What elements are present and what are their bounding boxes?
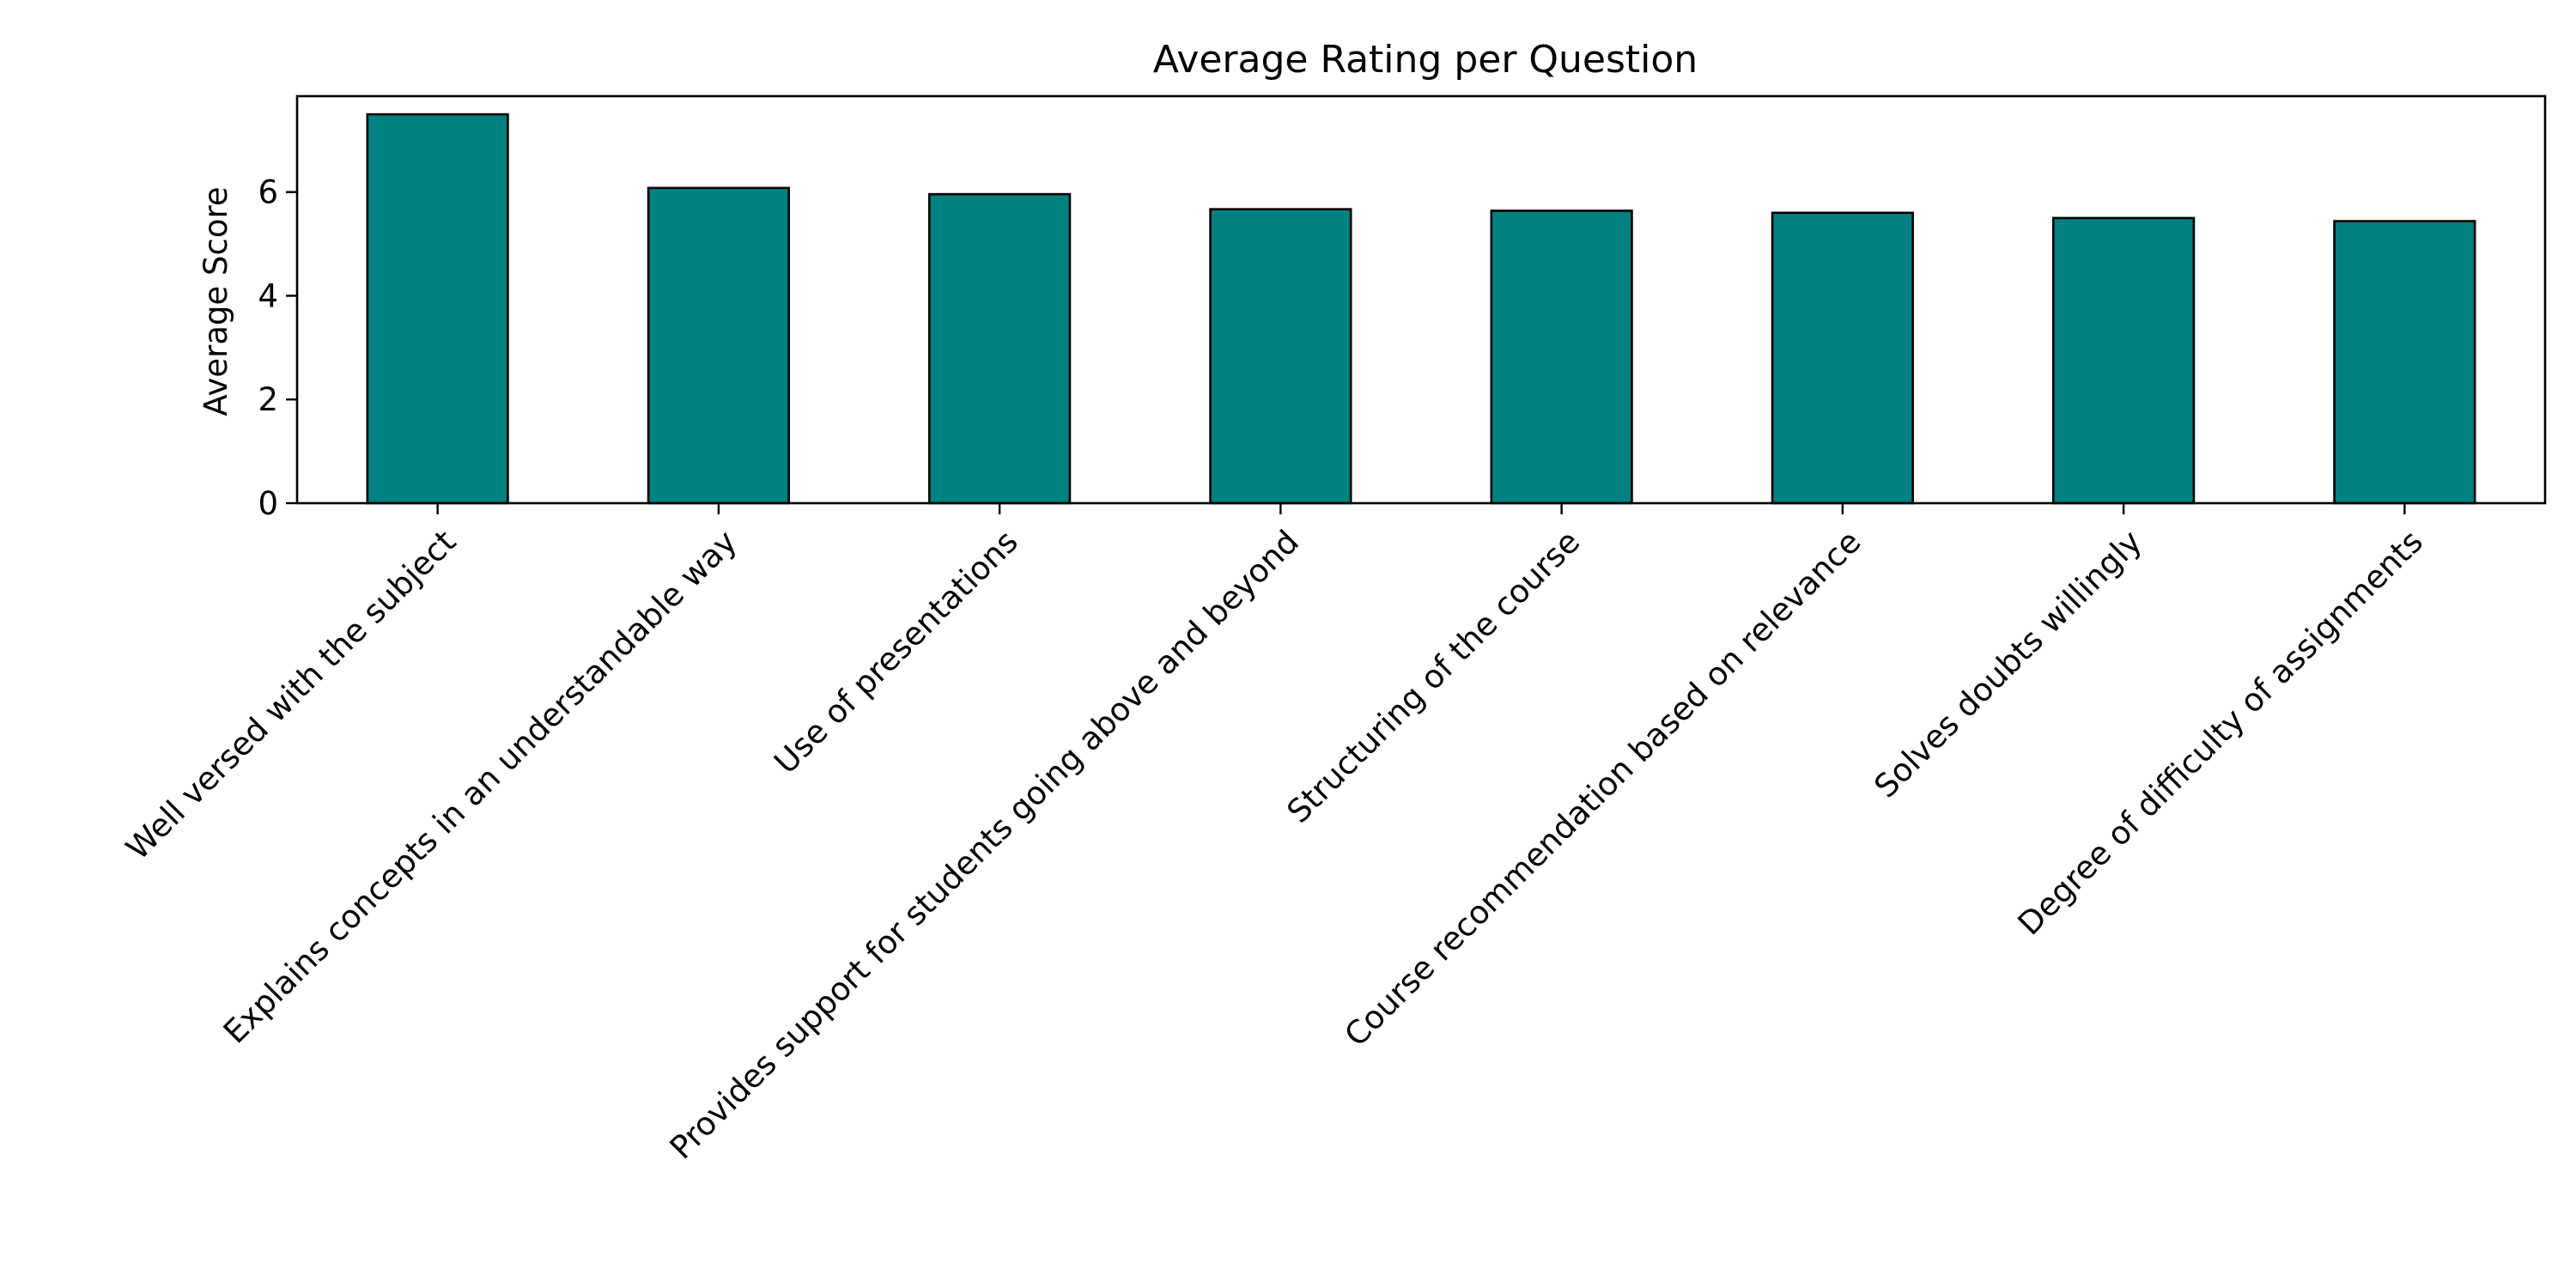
bar [1771, 211, 1914, 505]
bar [928, 192, 1072, 505]
bar-series [366, 112, 2476, 505]
bar [366, 112, 509, 505]
y-axis-label: Average Score [197, 186, 234, 416]
y-tick-label: 0 [258, 485, 278, 522]
bar [2333, 220, 2476, 505]
y-tick-label: 4 [258, 277, 278, 314]
y-axis: 0 2 4 6 [258, 174, 297, 522]
bar [1209, 208, 1352, 505]
y-tick-label: 6 [258, 174, 278, 211]
axes-frame [295, 94, 2547, 505]
chart-title: Average Rating per Question [1153, 38, 1698, 82]
y-tick-label: 2 [258, 381, 278, 418]
bar [2052, 216, 2196, 505]
bar [1490, 210, 1633, 505]
bar [647, 186, 790, 505]
